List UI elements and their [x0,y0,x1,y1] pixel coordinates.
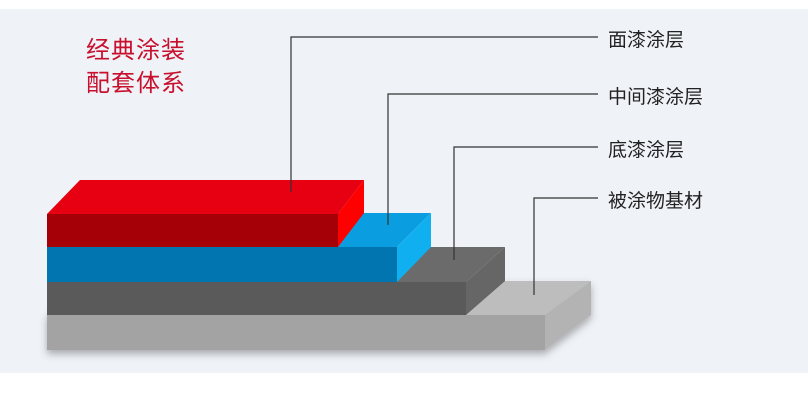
leader-line-primer [453,146,598,260]
leader-line-intermediate [387,93,598,225]
label-substrate: 被涂物基材 [608,190,704,212]
title-line-2: 配套体系 [86,69,186,97]
label-topcoat: 面漆涂层 [608,29,685,51]
leader-line-topcoat [290,36,598,192]
topcoat-layer [47,180,364,247]
label-primer: 底漆涂层 [608,139,685,161]
leader-line-substrate [533,197,598,295]
label-intermediate: 中间漆涂层 [608,86,704,108]
title-line-1: 经典涂装 [86,36,186,64]
